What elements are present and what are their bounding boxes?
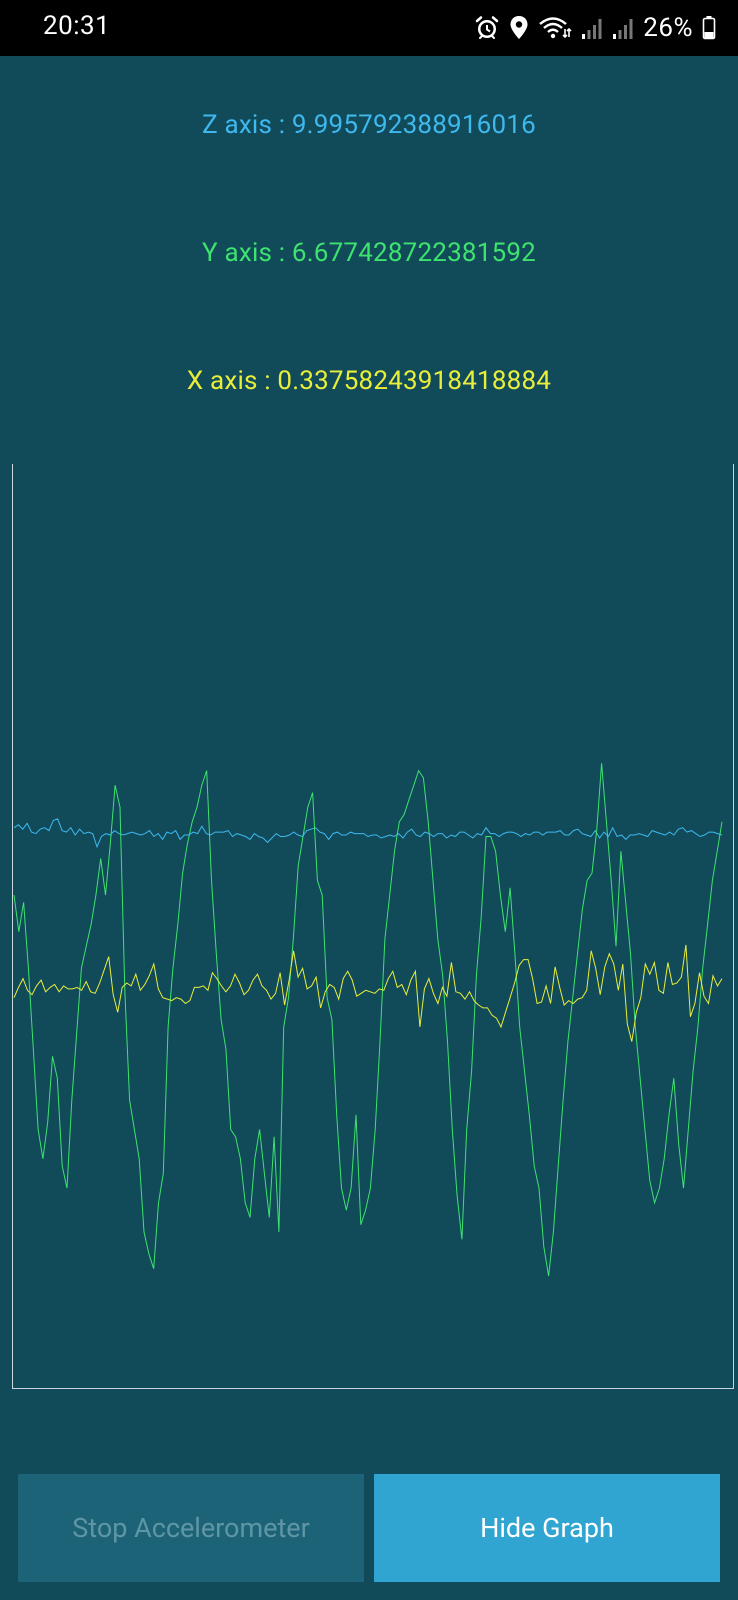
z-axis-reading: Z axis : 9.995792388916016 (202, 110, 536, 140)
alarm-icon (475, 16, 499, 39)
x-axis-series-line (13, 944, 723, 1042)
stop-accelerometer-button[interactable]: Stop Accelerometer (18, 1474, 364, 1582)
graph-frame (12, 464, 734, 1389)
location-icon (510, 16, 528, 39)
hide-graph-button[interactable]: Hide Graph (374, 1474, 720, 1582)
signal-icon (582, 19, 602, 39)
signal-icon-2 (613, 19, 633, 39)
z-axis-series-line (13, 818, 723, 849)
status-bar: 20:31 (0, 0, 738, 56)
y-axis-series-line (13, 763, 723, 1277)
y-axis-reading: Y axis : 6.677428722381592 (202, 238, 536, 268)
battery-percent: 26% (643, 13, 693, 43)
accelerometer-graph (13, 763, 723, 1277)
status-icons: 26% (474, 10, 716, 46)
wifi-icon (539, 17, 572, 39)
x-axis-reading: X axis : 0.33758243918418884 (186, 366, 552, 396)
status-time: 20:31 (43, 11, 111, 41)
battery-icon (702, 16, 716, 40)
